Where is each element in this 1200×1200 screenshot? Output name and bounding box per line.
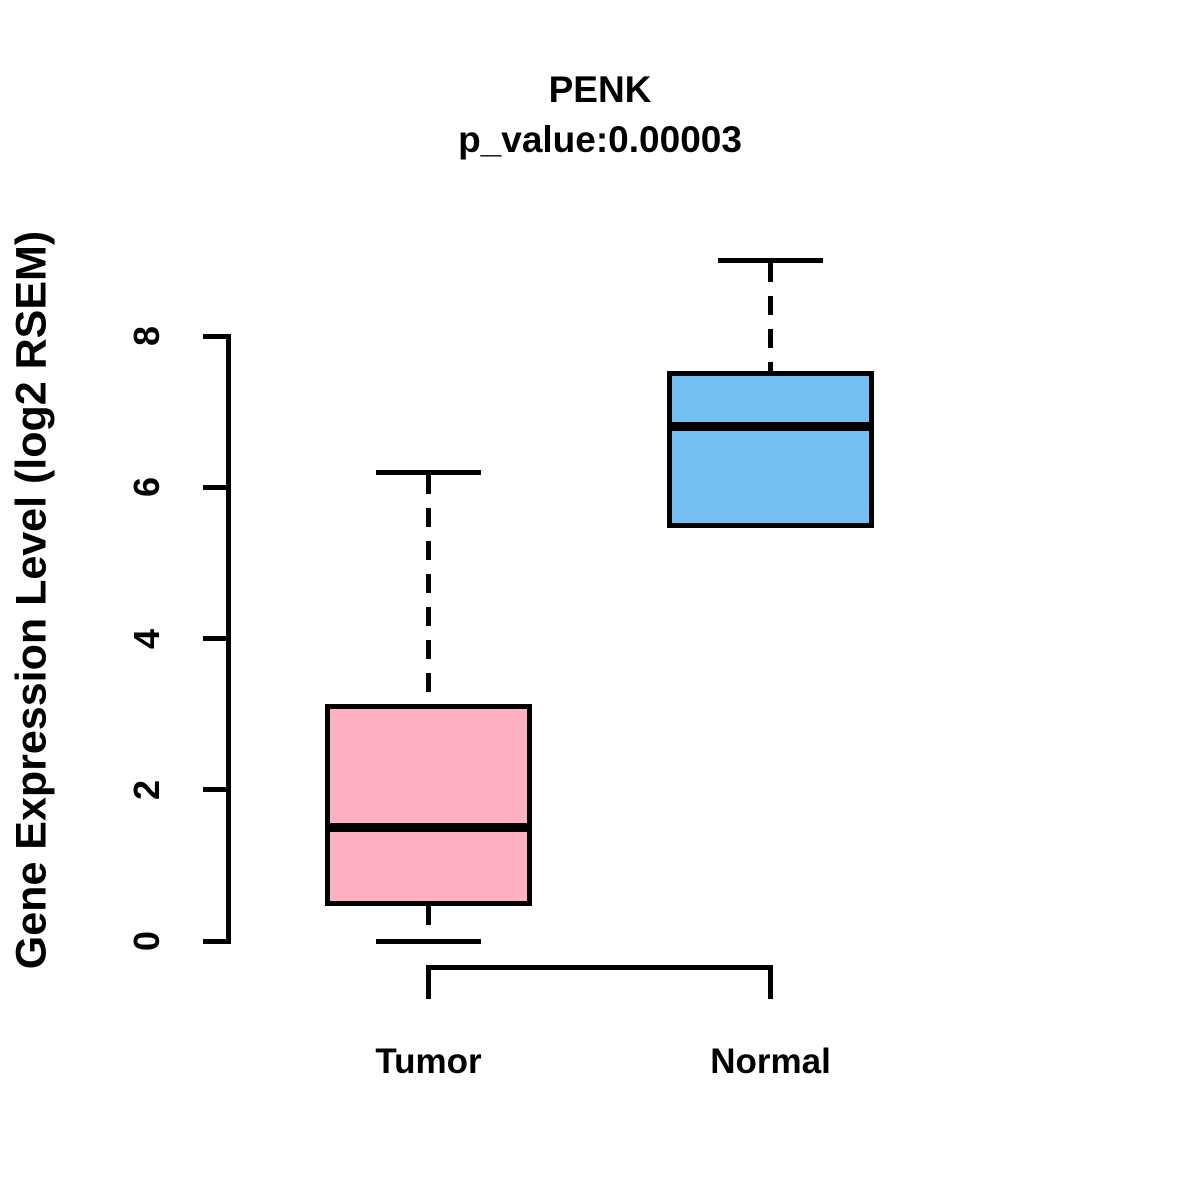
- normal-box: [667, 371, 874, 528]
- tumor-lower-whisker: [426, 905, 431, 939]
- y-tick: [203, 787, 228, 793]
- y-tick-label: 4: [126, 628, 167, 649]
- x-category-label-normal: Normal: [710, 1042, 831, 1081]
- tumor-lower-whisker-cap: [376, 938, 481, 944]
- chart-title: PENK: [548, 69, 652, 110]
- tumor-upper-whisker-cap: [376, 469, 481, 475]
- tumor-median-line: [325, 823, 532, 833]
- y-tick: [203, 484, 228, 490]
- tumor-upper-whisker: [426, 474, 431, 705]
- y-axis-line: [226, 333, 231, 944]
- x-tick-tumor: [426, 964, 431, 999]
- chart-subtitle: p_value:0.00003: [458, 119, 742, 160]
- normal-upper-whisker: [768, 262, 773, 372]
- y-tick: [203, 333, 228, 339]
- y-tick-label: 8: [126, 325, 167, 347]
- x-category-label-tumor: Tumor: [375, 1042, 482, 1081]
- x-tick-normal: [768, 964, 773, 999]
- x-axis-line: [426, 964, 773, 970]
- normal-median-line: [667, 422, 874, 432]
- tumor-box: [325, 704, 532, 906]
- y-tick-label: 6: [126, 477, 167, 498]
- y-tick: [203, 938, 228, 944]
- normal-upper-whisker-cap: [718, 257, 823, 263]
- y-tick: [203, 636, 228, 641]
- y-tick-label: 2: [126, 779, 167, 800]
- y-tick-label: 0: [126, 930, 167, 952]
